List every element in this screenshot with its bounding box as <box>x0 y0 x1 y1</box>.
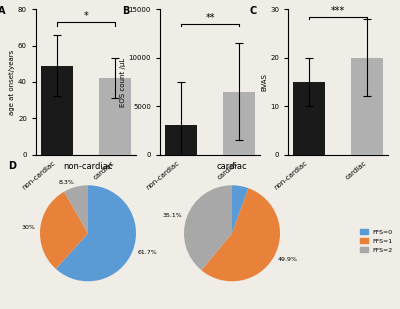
Bar <box>292 82 325 154</box>
Text: *: * <box>84 11 88 21</box>
Y-axis label: BVAS: BVAS <box>261 73 267 91</box>
Text: 30%: 30% <box>22 225 36 230</box>
Title: non-cardiac: non-cardiac <box>63 162 113 171</box>
Bar <box>40 66 73 154</box>
Text: **: ** <box>205 13 215 23</box>
Bar <box>351 58 384 154</box>
Bar <box>223 91 256 154</box>
Wedge shape <box>64 185 88 233</box>
Text: 61.7%: 61.7% <box>137 250 157 255</box>
Wedge shape <box>184 185 232 270</box>
Y-axis label: EOS count /μL: EOS count /μL <box>120 57 126 107</box>
Wedge shape <box>202 188 280 281</box>
Bar <box>99 78 132 154</box>
Bar <box>164 125 197 154</box>
Title: cardiac: cardiac <box>217 162 247 171</box>
Text: A: A <box>0 6 6 16</box>
Legend: FFS=0, FFS=1, FFS=2: FFS=0, FFS=1, FFS=2 <box>360 229 393 253</box>
Wedge shape <box>56 185 136 281</box>
Wedge shape <box>40 192 88 269</box>
Text: 49.9%: 49.9% <box>278 257 298 262</box>
Wedge shape <box>232 185 248 233</box>
Text: D: D <box>8 161 16 171</box>
Text: 8.3%: 8.3% <box>58 180 74 185</box>
Text: 35.1%: 35.1% <box>162 213 182 218</box>
Text: ***: *** <box>331 6 345 15</box>
Y-axis label: age at onset/years: age at onset/years <box>9 49 15 115</box>
Text: B: B <box>122 6 129 16</box>
Text: C: C <box>250 6 257 16</box>
